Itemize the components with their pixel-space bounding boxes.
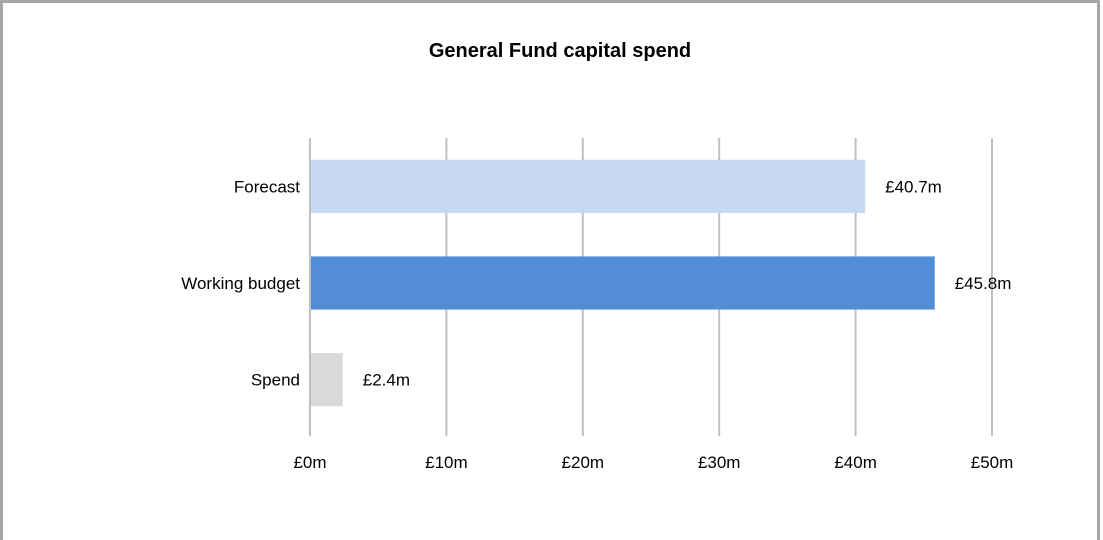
- category-label: Spend: [251, 371, 300, 390]
- bar: [310, 256, 935, 310]
- x-tick-label: £30m: [698, 453, 741, 472]
- bars: [310, 159, 935, 407]
- x-tick-label: £0m: [293, 453, 326, 472]
- chart-title: General Fund capital spend: [429, 40, 691, 62]
- bar: [310, 353, 343, 407]
- data-label: £2.4m: [363, 371, 410, 390]
- category-labels: Forecast Working budget Spend: [181, 177, 300, 389]
- x-tick-label: £40m: [834, 453, 877, 472]
- x-axis: £0m £10m £20m £30m £40m £50m: [293, 138, 1013, 472]
- category-label: Working budget: [181, 274, 300, 293]
- category-label: Forecast: [234, 177, 300, 196]
- bar: [310, 159, 866, 213]
- data-label: £45.8m: [955, 274, 1012, 293]
- data-label: £40.7m: [885, 177, 942, 196]
- x-tick-label: £20m: [562, 453, 605, 472]
- x-tick-label: £50m: [971, 453, 1014, 472]
- data-labels: £40.7m £45.8m £2.4m: [363, 177, 1012, 389]
- x-tick-label: £10m: [425, 453, 468, 472]
